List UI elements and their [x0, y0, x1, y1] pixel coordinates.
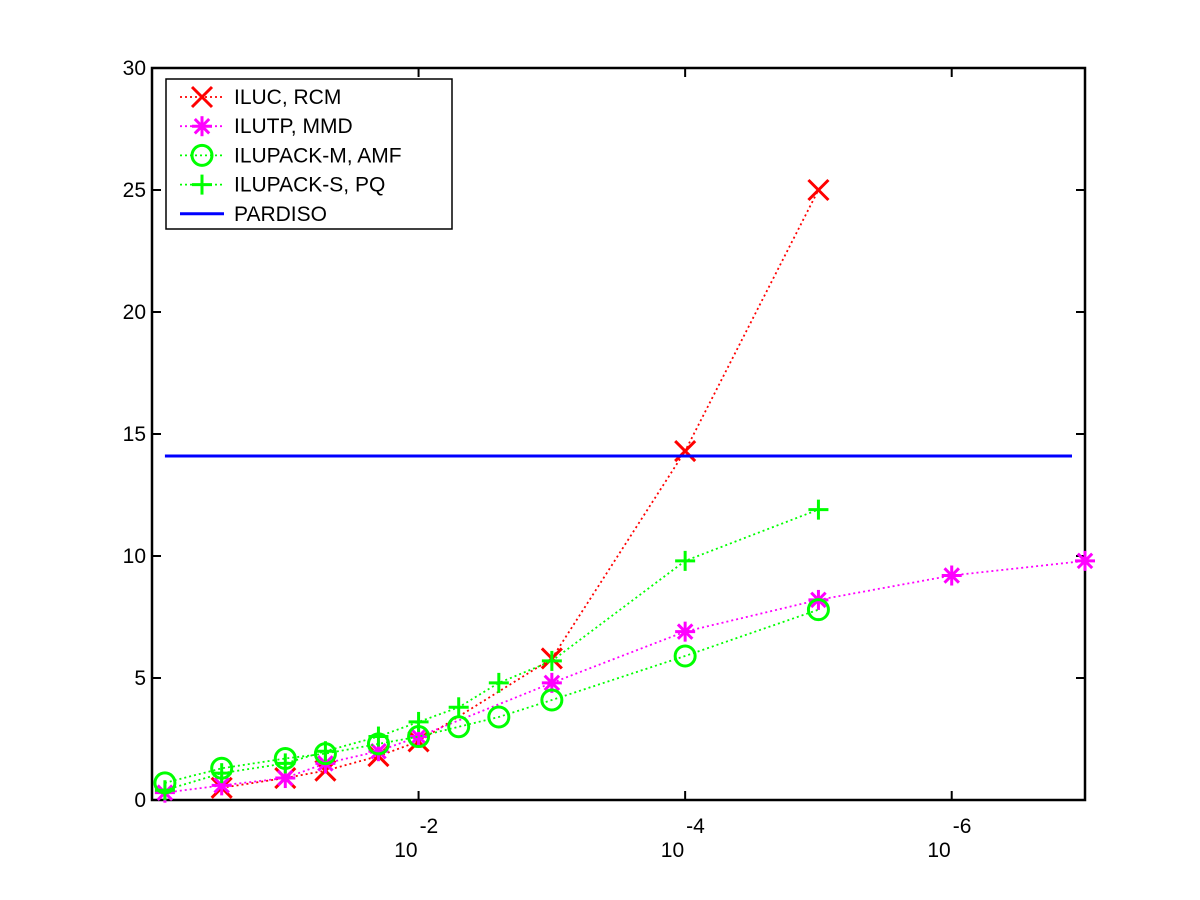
data-point [487, 705, 511, 729]
plot-series [153, 178, 1095, 803]
data-point [540, 688, 564, 712]
legend-item-iluc-rcm: ILUC, RCM [180, 85, 341, 109]
legend-label: ILUC, RCM [234, 86, 341, 109]
legend-item-ilupack-s-pq: ILUPACK-S, PQ [180, 174, 385, 197]
legend-label: ILUTP, MMD [234, 115, 353, 138]
y-tick-label: 20 [123, 301, 146, 324]
legend-item-ilupack-m-amf: ILUPACK-M, AMF [180, 143, 402, 167]
legend-label: ILUPACK-M, AMF [234, 144, 402, 167]
data-point-stroke [674, 440, 697, 463]
data-point-stroke [193, 117, 211, 135]
data-point-stroke [410, 728, 427, 745]
y-tick-label: 25 [123, 179, 146, 202]
data-point-stroke [277, 769, 294, 787]
legend-label: PARDISO [234, 203, 327, 226]
data-point-stroke [543, 674, 561, 692]
legend-label: ILUPACK-S, PQ [234, 174, 385, 197]
legend-item-ilutp-mmd: ILUTP, MMD [180, 115, 353, 138]
y-tick-label: 5 [134, 667, 146, 690]
series-line [164, 560, 1086, 794]
series-ilutp-mmd [154, 550, 1095, 803]
x-tick-exponent: -2 [420, 815, 439, 838]
legend-item-pardiso: PARDISO [180, 203, 327, 226]
series-ilupack-m-amf [153, 598, 830, 795]
series-line [164, 508, 819, 792]
series-line [164, 608, 819, 784]
legend-box [165, 78, 453, 230]
data-point-stroke [370, 742, 387, 760]
series-line [221, 189, 820, 789]
data-point [447, 715, 471, 739]
x-tick-exponent: -4 [686, 815, 705, 838]
x-tick-exponent: -6 [953, 815, 972, 838]
legend: ILUC, RCM ILUTP, MMD ILUPACK-M, AMF ILUPACK… [165, 78, 453, 230]
data-point-stroke [213, 777, 230, 794]
data-point-stroke [190, 85, 214, 109]
series-ilupack-s-pq [154, 499, 829, 801]
x-tick-base: 10 [394, 839, 417, 862]
y-tick-label: 30 [123, 57, 146, 80]
x-tick-base: 10 [661, 839, 684, 862]
y-tick-label: 15 [123, 423, 146, 446]
data-point-stroke [943, 567, 960, 584]
y-tick-label: 0 [134, 789, 146, 812]
data-point-stroke [807, 178, 830, 202]
data-point [190, 143, 214, 167]
y-tick-label: 10 [123, 545, 146, 568]
data-point [806, 598, 830, 622]
data-point-stroke [1076, 552, 1094, 570]
series-iluc-rcm [210, 178, 830, 799]
data-point-stroke [676, 623, 694, 640]
data-point [673, 644, 697, 668]
x-tick-base: 10 [927, 839, 950, 862]
